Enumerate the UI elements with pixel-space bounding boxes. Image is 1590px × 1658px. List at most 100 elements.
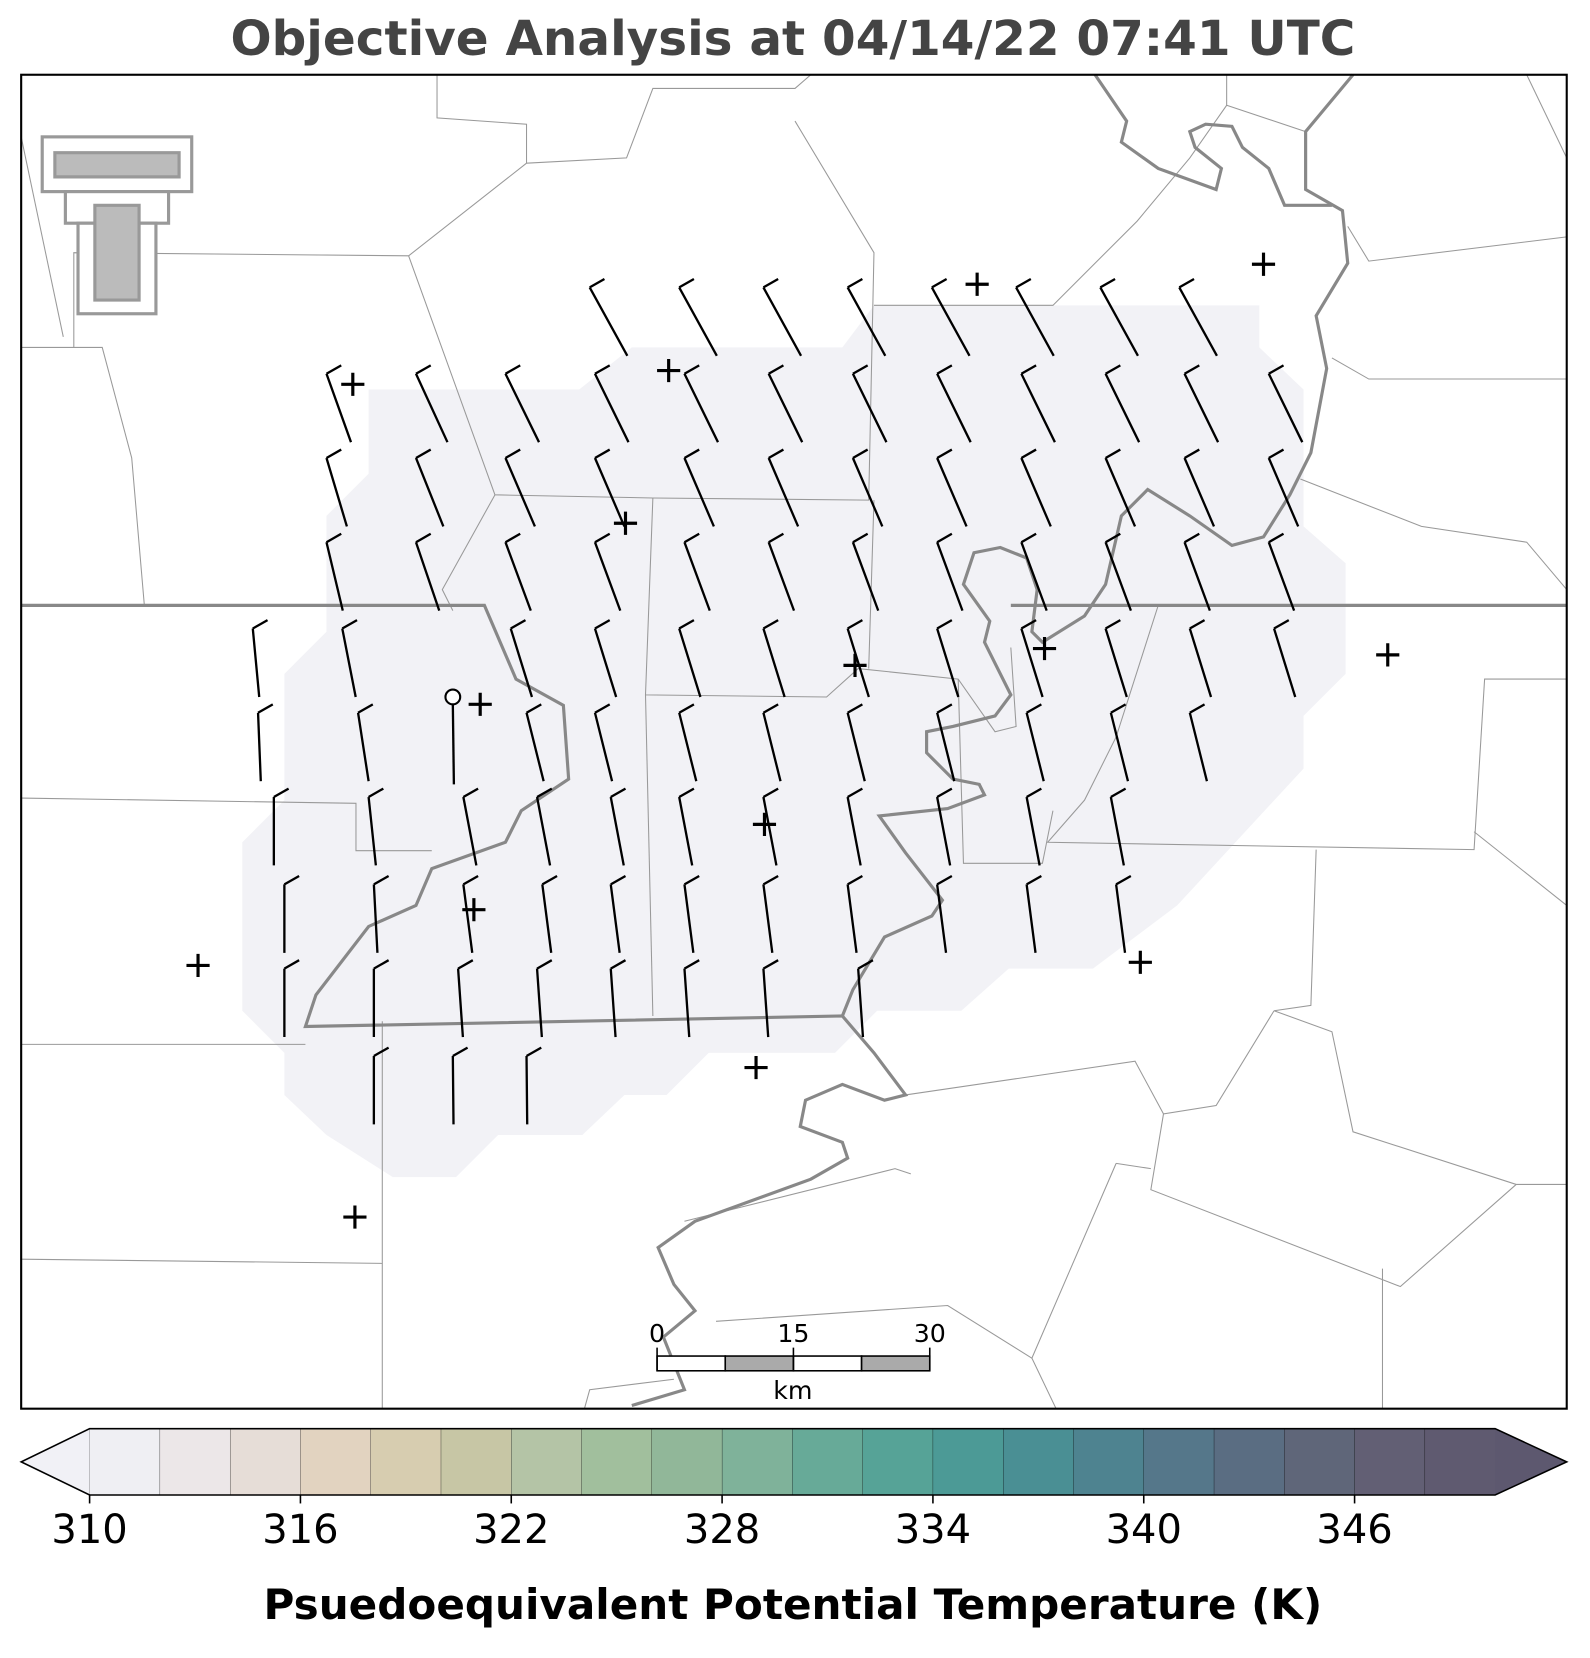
wind-barb	[593, 532, 622, 612]
wind-barb	[851, 448, 884, 527]
scale-unit: km	[773, 1376, 812, 1405]
wind-barb	[1025, 703, 1045, 782]
wind-barb	[525, 703, 545, 782]
wind-barb	[1109, 703, 1130, 782]
wind-barb	[1020, 448, 1052, 527]
wind-barb	[1099, 277, 1139, 357]
wind-barb	[372, 959, 390, 1038]
wind-barb	[762, 703, 782, 782]
state-lines	[21, 73, 1567, 1408]
scale-tick-label: 30	[914, 1319, 946, 1348]
wind-barb	[325, 364, 353, 443]
map-frame	[20, 73, 1568, 1410]
wind-barb	[936, 364, 972, 443]
wind-barb	[593, 448, 626, 527]
wind-barb	[678, 619, 702, 698]
scale-tick-label: 0	[649, 1319, 665, 1348]
colorbar-segment	[300, 1428, 372, 1496]
wind-barb	[1015, 277, 1055, 357]
colorbar-segment	[370, 1428, 442, 1496]
wind-barb	[1104, 532, 1132, 612]
wind-barb	[1104, 364, 1141, 443]
station-marker	[657, 359, 681, 383]
wind-barb	[272, 787, 290, 866]
wind-barb	[504, 364, 541, 443]
wind-barb	[678, 277, 718, 357]
station-marker	[1251, 252, 1276, 276]
scale-segment	[792, 1355, 863, 1372]
wind-barb	[762, 959, 779, 1038]
colorbar-under	[21, 1428, 90, 1496]
colorbar: Psuedoequivalent Potential Temperature (…	[19, 1427, 1569, 1629]
wind-barb	[609, 959, 627, 1038]
wind-barb	[936, 448, 968, 527]
wind-barb	[283, 874, 300, 953]
colorbar-segment	[1424, 1428, 1496, 1496]
wind-barb	[283, 959, 300, 1038]
wind-barb	[456, 959, 474, 1038]
wind-barb	[1109, 787, 1127, 866]
wind-barb	[678, 787, 695, 866]
wind-barb	[1272, 619, 1297, 698]
station-marker	[613, 511, 638, 535]
wind-barb	[1267, 532, 1296, 612]
calm-barb	[451, 704, 456, 785]
colorbar-segment	[932, 1428, 1004, 1496]
station-marker	[343, 1205, 367, 1229]
colorbar-tick-label: 346	[1316, 1507, 1392, 1553]
wind-barb	[1104, 448, 1137, 527]
wind-barb	[767, 364, 804, 443]
scale-tick-label: 15	[777, 1319, 809, 1348]
wind-barb	[936, 532, 964, 612]
station-marker	[965, 272, 989, 296]
colorbar-segment	[721, 1428, 794, 1496]
colorbar-segment	[440, 1428, 512, 1496]
wind-barb	[325, 448, 348, 527]
wind-barb	[683, 959, 700, 1038]
wind-barb	[1104, 619, 1128, 698]
wind-barb	[762, 787, 779, 866]
colorbar-segment	[1143, 1428, 1215, 1496]
colorbar-tick-label: 340	[1106, 1507, 1182, 1553]
wind-barb	[509, 619, 534, 698]
wind-barb	[851, 532, 880, 612]
colorbar-tick-label: 316	[262, 1507, 338, 1553]
colorbar-tick-label: 322	[473, 1507, 549, 1553]
wind-barb	[609, 787, 627, 866]
station-marker	[462, 898, 486, 922]
wind-barb	[936, 703, 956, 782]
wind-barb	[846, 703, 866, 782]
wind-barb	[367, 787, 384, 866]
wind-barb	[683, 448, 715, 527]
wind-barb	[936, 619, 960, 698]
colorbar-segment	[1354, 1428, 1426, 1496]
colorbar-segment	[1073, 1428, 1145, 1496]
wind-barb	[588, 277, 629, 357]
wind-barb	[683, 532, 711, 612]
colorbar-segment	[1284, 1428, 1356, 1496]
wind-barb	[767, 448, 800, 527]
wind-barb	[1114, 874, 1132, 953]
colorbar-segment	[511, 1428, 583, 1496]
wind-barb	[593, 619, 618, 698]
wind-barbs	[251, 277, 1304, 1125]
wind-barb	[525, 1046, 542, 1125]
wind-barb	[1025, 874, 1042, 953]
wind-barb	[504, 448, 536, 527]
colorbar-over	[1495, 1428, 1567, 1496]
colorbar-label: Psuedoequivalent Potential Temperature (…	[264, 1580, 1323, 1629]
station-marker	[843, 653, 867, 677]
wind-barb	[930, 277, 971, 357]
wind-barb	[462, 787, 479, 866]
logo	[40, 135, 194, 316]
colorbar-segment	[89, 1428, 161, 1496]
wind-barb	[414, 364, 449, 443]
scale-segment	[724, 1355, 795, 1372]
wind-barb	[535, 787, 553, 866]
station-marker	[752, 812, 777, 836]
wind-barb	[762, 277, 803, 357]
wind-barb	[762, 874, 779, 953]
wind-barb	[535, 959, 553, 1038]
